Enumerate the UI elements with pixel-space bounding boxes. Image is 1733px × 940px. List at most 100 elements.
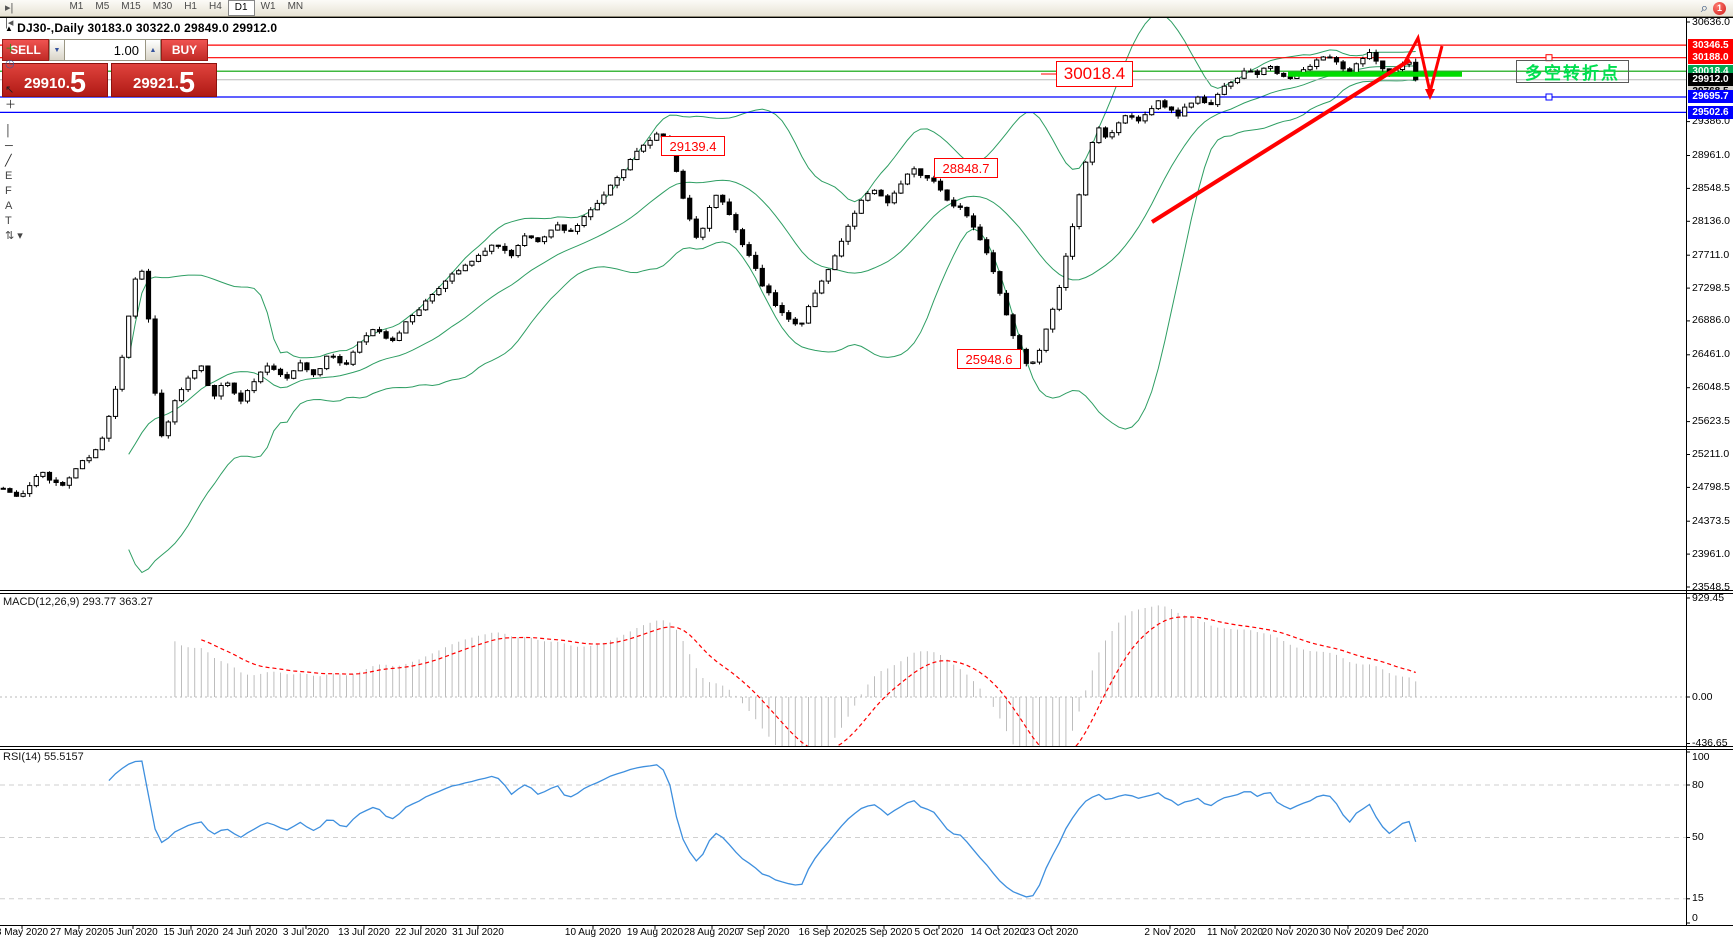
chart-title-text: DJ30-,Daily 30183.0 30322.0 29849.0 2991… <box>17 21 278 35</box>
price-axis-tick: 28136.0 <box>1692 214 1730 227</box>
sell-price-display[interactable]: 29910. 5 <box>2 63 108 98</box>
date-axis-label: 2 Nov 2020 <box>1144 927 1196 938</box>
text-label-icon[interactable]: T <box>5 214 12 227</box>
price-tag-29502.6: 29502.6 <box>1688 105 1733 119</box>
price-axis-tick: 25211.0 <box>1692 447 1730 460</box>
date-axis-label: 11 Nov 2020 <box>1207 927 1263 938</box>
rsi-indicator-label: RSI(14) 55.5157 <box>3 751 84 763</box>
price-axis-tick: 26461.0 <box>1692 348 1730 361</box>
price-annotation-30018.4[interactable]: 30018.4 <box>1056 61 1133 87</box>
add-indicator-button[interactable]: ＋ <box>5 42 16 55</box>
volume-increase-button[interactable]: ▲ <box>145 39 161 61</box>
periods-dropdown-icon[interactable]: ◷ <box>5 57 15 70</box>
timeframe-button-MN[interactable]: MN <box>287 1 304 12</box>
rsi-panel-drawing <box>0 760 1686 900</box>
price-axis-tick: 25623.5 <box>1692 415 1730 428</box>
timeframe-button-M1[interactable]: M1 <box>69 1 84 12</box>
price-tag-29695.7: 29695.7 <box>1688 90 1733 104</box>
macd-panel-drawing <box>0 605 1686 746</box>
price-tag-29912.0: 29912.0 <box>1688 73 1733 87</box>
macd-axis-tick: -436.65 <box>1692 737 1728 749</box>
timeframe-toolbar: M1 M5 M15 M30 H1 H4 D1 W1 MN <box>63 0 309 16</box>
auto-scroll-icon[interactable]: ▸| <box>5 1 14 14</box>
date-axis-label: 30 Nov 2020 <box>1319 927 1377 938</box>
timeframe-button-M5[interactable]: M5 <box>95 1 110 12</box>
rsi-axis-tick: 50 <box>1692 831 1704 843</box>
date-axis-label: 25 Sep 2020 <box>855 927 913 938</box>
date-axis-label: 13 Jul 2020 <box>338 927 390 938</box>
timeframe-button-H4[interactable]: H4 <box>208 1 222 12</box>
price-annotation-29139.4[interactable]: 29139.4 <box>661 136 725 156</box>
timeframe-button-W1[interactable]: W1 <box>260 1 276 12</box>
timeframe-button-D1[interactable]: D1 <box>227 0 255 16</box>
date-axis-label: 23 Oct 2020 <box>1023 927 1079 938</box>
fibonacci-icon[interactable]: F <box>5 184 12 197</box>
volume-decrease-button[interactable]: ▼ <box>49 39 65 61</box>
price-axis-tick: 26048.5 <box>1692 381 1730 394</box>
date-axis-label: 28 Aug 2020 <box>683 927 741 938</box>
rsi-axis-tick: 15 <box>1692 892 1704 905</box>
chart-shift-icon[interactable]: |◂ <box>5 16 14 29</box>
trendline-icon[interactable]: ╱ <box>5 154 12 167</box>
date-axis-label: 16 Sep 2020 <box>798 927 856 938</box>
price-annotation-28848.7[interactable]: 28848.7 <box>934 158 998 178</box>
buy-price-display[interactable]: 29921. 5 <box>111 63 217 98</box>
date-axis-label: 14 Oct 2020 <box>970 927 1026 938</box>
price-panel-drawing <box>0 18 1686 574</box>
date-axis-label: 20 Nov 2020 <box>1261 927 1319 938</box>
date-axis-label: 19 Aug 2020 <box>626 927 684 938</box>
volume-input[interactable] <box>65 39 145 61</box>
macd-axis-tick: 929.45 <box>1692 591 1725 604</box>
date-axis-label: 31 Jul 2020 <box>452 927 504 938</box>
sell-button[interactable]: SELL <box>2 39 49 61</box>
timeframe-button-M15[interactable]: M15 <box>121 1 141 12</box>
timeframe-button-H1[interactable]: H1 <box>184 1 197 12</box>
arrows-icon[interactable]: ⇅ ▾ <box>5 229 23 242</box>
rsi-axis-tick: 100 <box>1692 751 1710 763</box>
toolbar-right-group: ⌕ 1 <box>1701 0 1731 16</box>
macd-indicator-label: MACD(12,26,9) 293.77 363.27 <box>3 596 153 608</box>
price-axis-tick: 23548.5 <box>1692 580 1730 593</box>
cursor-icon[interactable]: ↖ <box>5 83 15 96</box>
price-axis-tick: 24798.5 <box>1692 480 1730 493</box>
text-annotation-turning-point[interactable]: 多空转折点 <box>1516 60 1629 83</box>
date-axis-label: 8 May 2020 <box>0 927 49 938</box>
rsi-axis-tick: 80 <box>1692 778 1704 791</box>
date-axis-label: 24 Jun 2020 <box>222 927 278 938</box>
date-axis-label: 22 Jul 2020 <box>395 927 447 938</box>
date-axis-label: 27 May 2020 <box>50 927 108 938</box>
price-annotation-25948.6[interactable]: 25948.6 <box>957 349 1021 369</box>
rsi-axis-tick: 0 <box>1692 912 1698 924</box>
one-click-trading-panel: SELL ▼ ▲ BUY 29910.5 29921.5 <box>2 39 217 98</box>
date-axis-label: 15 Jun 2020 <box>163 927 219 938</box>
vertical-line-icon[interactable]: │ <box>5 124 12 137</box>
price-axis-tick: 24373.5 <box>1692 514 1730 527</box>
date-axis-label: 9 Dec 2020 <box>1377 927 1429 938</box>
horizontal-line-icon[interactable]: ─ <box>5 139 13 152</box>
chart-title: ▲ DJ30-,Daily 30183.0 30322.0 29849.0 299… <box>5 21 277 35</box>
price-axis-tick: 28961.0 <box>1692 149 1730 162</box>
crosshair-icon[interactable]: ＋ <box>5 98 16 111</box>
date-axis-label: 7 Sep 2020 <box>738 927 790 938</box>
date-axis-label: 10 Aug 2020 <box>564 927 622 938</box>
timeframe-button-M30[interactable]: M30 <box>152 1 173 12</box>
buy-button[interactable]: BUY <box>161 39 208 61</box>
price-axis-tick: 26886.0 <box>1692 314 1730 327</box>
date-axis-label: 3 Jul 2020 <box>282 927 330 938</box>
equidistant-channel-icon[interactable]: E <box>5 169 13 182</box>
price-axis-tick: 30636.0 <box>1692 15 1730 28</box>
price-axis-tick: 27711.0 <box>1692 248 1730 261</box>
price-axis-tick: 28548.5 <box>1692 181 1730 194</box>
date-axis-label: 5 Jun 2020 <box>108 927 158 938</box>
text-icon[interactable]: A <box>5 199 13 212</box>
notification-badge[interactable]: 1 <box>1713 1 1726 15</box>
price-axis-tick: 27298.5 <box>1692 281 1730 294</box>
price-axis-tick: 29386.0 <box>1692 115 1730 128</box>
price-tag-30346.5: 30346.5 <box>1688 38 1733 52</box>
collapse-arrow-icon[interactable]: ▲ <box>5 24 14 33</box>
search-icon[interactable]: ⌕ <box>1700 0 1708 15</box>
price-axis-tick: 23961.0 <box>1692 547 1730 560</box>
